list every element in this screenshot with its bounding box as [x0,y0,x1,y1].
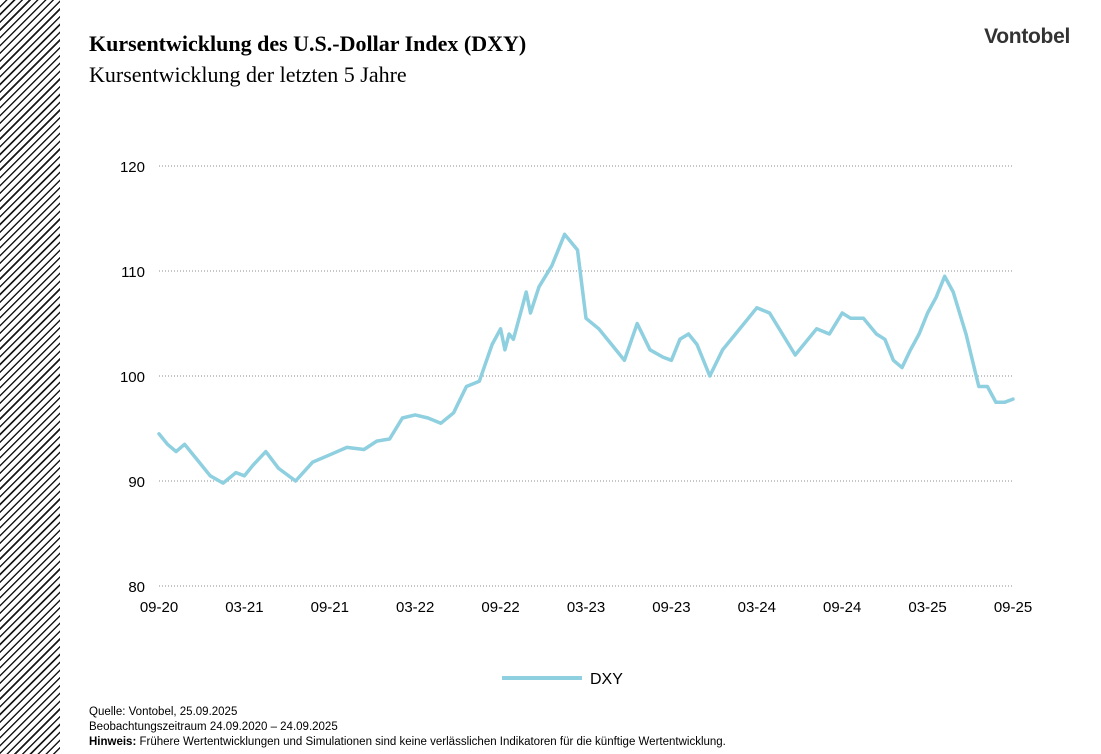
y-tick-label: 90 [128,474,145,491]
footer-source: Quelle: Vontobel, 25.09.2025 [89,706,238,718]
footer-note: Hinweis: Frühere Wertentwicklungen und S… [89,735,726,750]
y-tick-label: 80 [128,579,145,596]
x-tick-label: 09-22 [481,599,519,616]
legend-label: DXY [590,671,623,688]
series-layer [157,232,1015,485]
x-tick-label: 09-24 [823,599,861,616]
legend-layer: DXY [502,671,623,688]
footer-period: Beobachtungszeitraum 24.09.2020 – 24.09.… [89,721,338,733]
x-tick-label: 03-22 [396,599,434,616]
series-line-dxy [157,232,1015,485]
page-subtitle: Kursentwicklung der letzten 5 Jahre [89,62,407,87]
footer-note-text: Frühere Wertentwicklungen und Simulation… [136,736,726,748]
x-tick-label: 03-23 [567,599,605,616]
x-tick-label: 03-25 [908,599,946,616]
decorative-stripes [0,0,60,754]
x-tick-label: 03-24 [738,599,776,616]
legend-item: DXY [502,671,623,688]
x-tick-label: 09-21 [311,599,349,616]
footer-note-label: Hinweis: [89,736,137,748]
x-tick-label: 09-25 [994,599,1032,616]
x-tick-label: 03-21 [225,599,263,616]
page-title: Kursentwicklung des U.S.-Dollar Index (D… [89,31,527,56]
grid-layer [159,165,1013,587]
axis-layer: 80 90 100 110 120 09-20 03-21 09-21 03-22 09-22 03… [120,159,1032,616]
footer: Quelle: Vontobel, 25.09.2025 Beobachtung… [89,705,726,750]
brand-logo: Vontobel [984,25,1070,48]
y-tick-label: 120 [120,159,145,176]
y-tick-label: 110 [121,264,145,281]
y-tick-label: 100 [120,369,145,386]
x-tick-label: 09-23 [652,599,690,616]
x-tick-label: 09-20 [140,599,178,616]
